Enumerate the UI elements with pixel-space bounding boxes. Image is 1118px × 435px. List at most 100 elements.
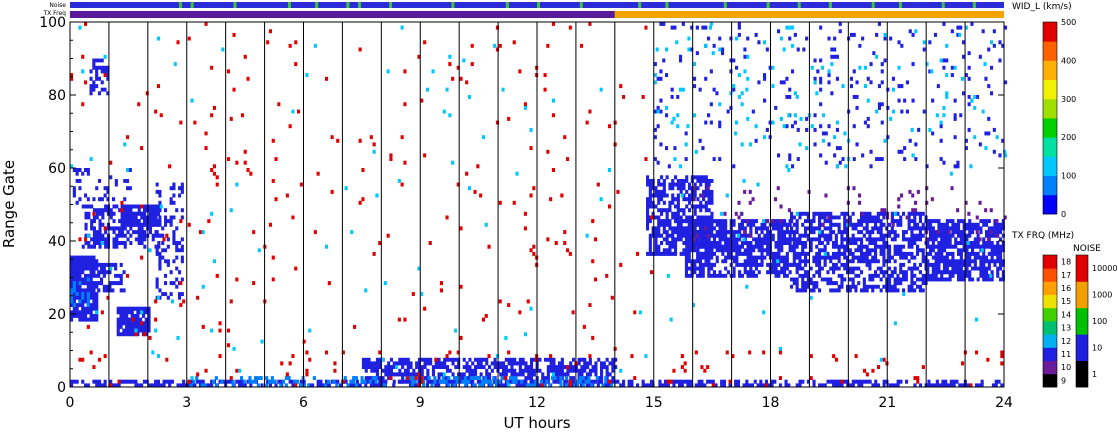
- data-cell: [943, 233, 947, 238]
- data-cell: [985, 233, 989, 238]
- data-cell: [140, 310, 144, 315]
- data-cell: [940, 277, 944, 282]
- data-cell: [98, 379, 102, 384]
- data-cell: [706, 365, 710, 369]
- data-cell: [1001, 233, 1005, 238]
- data-cell: [938, 383, 942, 388]
- data-cell: [707, 230, 711, 235]
- data-cell: [140, 211, 144, 216]
- data-cell: [591, 259, 595, 264]
- data-cell: [858, 65, 862, 70]
- data-cell: [166, 262, 170, 267]
- data-cell: [948, 219, 952, 224]
- data-cell: [833, 153, 837, 158]
- data-cell: [693, 193, 697, 198]
- data-cell: [131, 215, 135, 220]
- data-cell: [982, 244, 986, 249]
- data-cell: [737, 95, 741, 99]
- data-cell: [982, 273, 986, 278]
- data-cell: [916, 211, 920, 216]
- data-cell: [387, 365, 391, 369]
- data-cell: [178, 241, 182, 245]
- data-cell: [178, 186, 182, 191]
- data-cell: [868, 241, 872, 245]
- data-cell: [931, 266, 935, 271]
- data-cell: [386, 233, 390, 238]
- data-cell: [614, 357, 618, 362]
- data-cell: [710, 200, 714, 205]
- data-cell: [715, 259, 719, 264]
- data-cell: [129, 233, 133, 238]
- data-cell: [959, 251, 963, 256]
- data-cell: [1004, 25, 1008, 30]
- data-cell: [925, 62, 929, 67]
- data-cell: [665, 222, 669, 227]
- data-cell: [860, 222, 864, 227]
- data-cell: [92, 270, 96, 275]
- data-cell: [657, 208, 661, 213]
- data-cell: [172, 241, 176, 245]
- data-cell: [679, 179, 683, 183]
- data-cell: [704, 182, 708, 187]
- data-cell: [489, 383, 493, 388]
- data-cell: [928, 69, 932, 74]
- data-cell: [481, 383, 485, 388]
- data-cell: [900, 149, 904, 154]
- data-cell: [410, 379, 414, 384]
- data-cell: [693, 208, 697, 213]
- data-cell: [657, 219, 661, 224]
- data-cell: [164, 292, 168, 296]
- data-cell: [95, 65, 99, 70]
- data-cell: [540, 383, 544, 388]
- data-cell: [126, 208, 130, 213]
- data-cell: [882, 215, 886, 220]
- data-cell: [671, 251, 675, 256]
- data-cell: [144, 332, 148, 337]
- data-cell: [868, 233, 872, 238]
- data-cell: [680, 193, 684, 198]
- data-cell: [746, 270, 750, 275]
- data-cell: [104, 230, 108, 235]
- data-cell: [826, 211, 830, 216]
- data-cell: [734, 131, 738, 136]
- data-cell: [749, 230, 753, 235]
- data-cell: [420, 368, 424, 373]
- data-cell: [70, 259, 74, 264]
- data-cell: [187, 222, 191, 227]
- data-cell: [823, 277, 827, 282]
- data-cell: [504, 335, 508, 340]
- data-cell: [459, 226, 463, 231]
- data-cell: [783, 230, 787, 235]
- data-cell: [743, 251, 747, 256]
- data-cell: [792, 230, 796, 235]
- data-cell: [448, 357, 452, 362]
- data-cell: [668, 233, 672, 238]
- data-cell: [982, 277, 986, 282]
- data-cell: [957, 277, 961, 282]
- data-cell: [92, 58, 96, 63]
- data-cell: [778, 383, 782, 388]
- data-cell: [738, 244, 742, 249]
- data-cell: [698, 273, 702, 278]
- data-cell: [333, 361, 337, 366]
- data-cell: [902, 230, 906, 235]
- data-cell: [863, 368, 867, 373]
- data-cell: [725, 193, 729, 198]
- data-cell: [874, 226, 878, 231]
- data-cell: [704, 222, 708, 227]
- data-cell: [148, 219, 152, 224]
- data-cell: [913, 226, 917, 231]
- data-cell: [743, 270, 747, 275]
- data-cell: [527, 372, 531, 377]
- data-cell: [140, 222, 144, 227]
- data-cell: [510, 365, 514, 369]
- data-cell: [999, 262, 1003, 267]
- data-cell: [162, 237, 166, 242]
- data-cell: [806, 259, 810, 264]
- data-cell: [999, 251, 1003, 256]
- data-cell: [164, 248, 168, 253]
- data-cell: [937, 255, 941, 260]
- data-cell: [586, 372, 590, 377]
- data-cell: [133, 306, 137, 311]
- data-cell: [361, 365, 365, 369]
